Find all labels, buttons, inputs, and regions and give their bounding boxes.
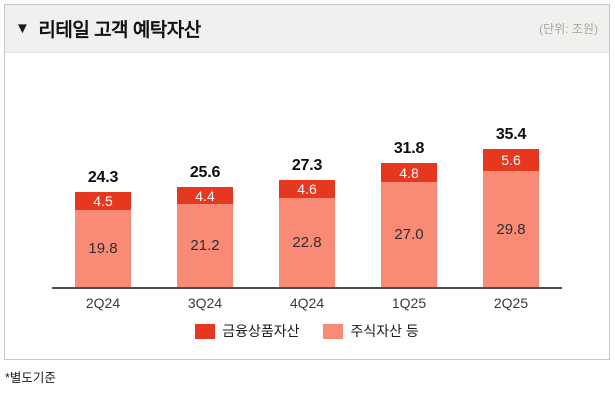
segment-value-label: 4.8 [399, 164, 419, 181]
stacked-bar: 4.8 27.0 [381, 163, 437, 287]
bar-total-label: 35.4 [495, 126, 527, 143]
stacked-bar: 4.5 19.8 [75, 192, 131, 287]
bar-segment-financial-products: 5.6 [483, 149, 539, 171]
legend-label: 주식자산 등 [350, 323, 419, 339]
stacked-bar: 5.6 29.8 [483, 149, 539, 287]
x-axis-label: 4Q24 [289, 295, 325, 311]
x-axis-label: 2Q25 [493, 295, 529, 311]
x-axis-line [52, 287, 562, 289]
segment-value-label: 21.2 [190, 237, 220, 254]
legend: 금융상품자산 주식자산 등 [52, 321, 562, 341]
segment-value-label: 4.6 [297, 181, 317, 197]
bar-segment-stock-assets: 19.8 [75, 210, 131, 287]
x-axis-labels: 2Q24 3Q24 4Q24 1Q25 2Q25 [52, 289, 562, 311]
bar-total-label: 31.8 [393, 140, 425, 157]
legend-label: 금융상품자산 [222, 323, 300, 339]
x-axis-label: 3Q24 [187, 295, 223, 311]
bar-segment-financial-products: 4.6 [279, 180, 335, 198]
x-axis-label: 2Q24 [85, 295, 121, 311]
bar-total-label: 24.3 [87, 169, 119, 186]
segment-value-label: 4.5 [93, 193, 113, 209]
segment-value-label: 5.6 [501, 152, 521, 168]
section-header: ▼ 리테일 고객 예탁자산 (단위: 조원) [5, 5, 609, 53]
bar-total-label: 27.3 [291, 157, 323, 174]
bar-segment-financial-products: 4.5 [75, 192, 131, 210]
stacked-bar: 4.4 21.2 [177, 187, 233, 287]
bar-segment-financial-products: 4.8 [381, 163, 437, 182]
segment-value-label: 29.8 [496, 220, 526, 238]
segment-value-label: 19.8 [88, 240, 118, 257]
page-title: ▼ 리테일 고객 예탁자산 [15, 15, 201, 42]
bar-group: 25.6 4.4 21.2 [154, 164, 256, 287]
bar-group: 24.3 4.5 19.8 [52, 169, 154, 287]
stacked-bar: 4.6 22.8 [279, 180, 335, 287]
bar-group: 27.3 4.6 22.8 [256, 157, 358, 287]
footnote: *별도기준 [5, 371, 56, 385]
bar-segment-stock-assets: 29.8 [483, 171, 539, 287]
bar-segment-stock-assets: 21.2 [177, 204, 233, 287]
x-axis-label: 1Q25 [391, 295, 427, 311]
segment-value-label: 22.8 [292, 234, 322, 251]
segment-value-label: 27.0 [394, 226, 424, 243]
unit-label: (단위: 조원) [539, 22, 598, 36]
triangle-down-icon: ▼ [15, 20, 30, 37]
bar-segment-stock-assets: 27.0 [381, 182, 437, 287]
legend-item-stock-assets: 주식자산 등 [323, 321, 419, 341]
section-title-text: 리테일 고객 예탁자산 [38, 20, 201, 41]
chart-panel: ▼ 리테일 고객 예탁자산 (단위: 조원) 24.3 4.5 19.8 25.6 4.… [4, 4, 610, 360]
bar-segment-stock-assets: 22.8 [279, 198, 335, 287]
bar-total-label: 25.6 [189, 164, 221, 181]
bars-row: 24.3 4.5 19.8 25.6 4.4 21.2 27.3 4.6 22.8 31.8 4.8… [52, 53, 562, 287]
bar-group: 35.4 5.6 29.8 [460, 126, 562, 287]
segment-value-label: 4.4 [195, 187, 215, 204]
legend-swatch-stock-assets [323, 323, 344, 339]
legend-swatch-financial-products [195, 323, 216, 339]
stacked-bar-chart: 24.3 4.5 19.8 25.6 4.4 21.2 27.3 4.6 22.8 31.8 4.8… [5, 53, 609, 341]
bar-group: 31.8 4.8 27.0 [358, 140, 460, 287]
bar-segment-financial-products: 4.4 [177, 187, 233, 204]
legend-item-financial-products: 금융상품자산 [195, 321, 299, 341]
